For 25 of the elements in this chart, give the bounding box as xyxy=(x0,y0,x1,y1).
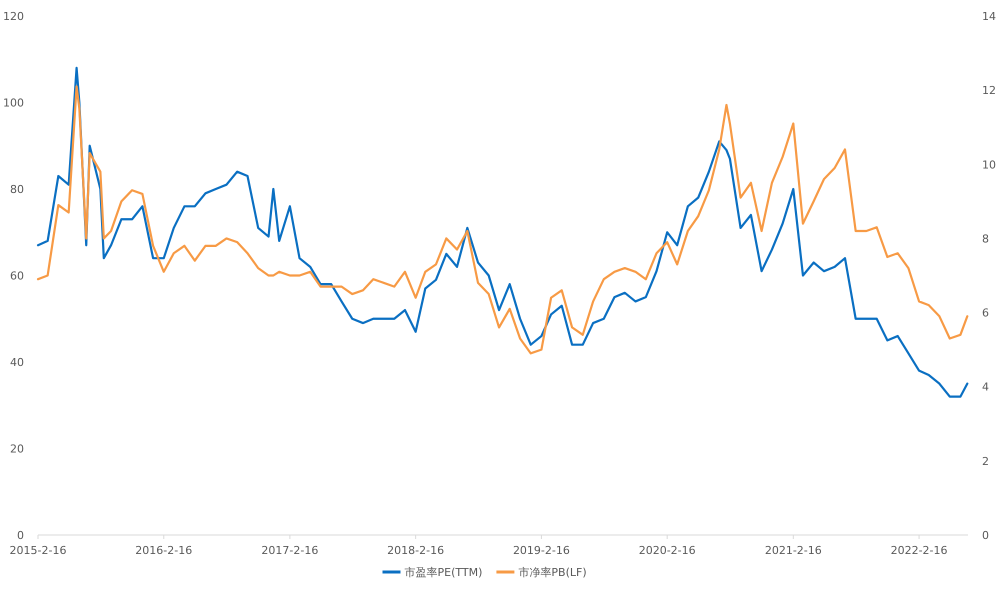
y-tick-label: 80 xyxy=(10,183,24,196)
legend-label: 市盈率PE(TTM) xyxy=(404,566,482,579)
y2-tick-label: 8 xyxy=(982,232,989,246)
y2-tick-label: 2 xyxy=(982,454,989,468)
y-tick-label: 0 xyxy=(17,529,24,542)
y2-tick-label: 14 xyxy=(982,10,996,23)
legend-label: 市净率PB(LF) xyxy=(518,566,587,579)
y-tick-label: 20 xyxy=(10,442,24,456)
y2-tick-label: 0 xyxy=(982,529,989,542)
y-tick-label: 40 xyxy=(10,356,24,369)
y-tick-label: 100 xyxy=(3,96,24,110)
y2-tick-label: 10 xyxy=(982,158,996,172)
x-tick-label: 2015-2-16 xyxy=(10,544,66,557)
x-tick-label: 2019-2-16 xyxy=(512,544,570,557)
y-tick-label: 120 xyxy=(3,10,24,23)
x-tick-label: 2020-2-16 xyxy=(638,544,696,557)
y-tick-label: 60 xyxy=(10,270,24,282)
x-tick-label: 2022-2-16 xyxy=(890,544,948,557)
x-tick-label: 2016-2-16 xyxy=(135,544,192,557)
y2-tick-label: 4 xyxy=(982,380,989,394)
y2-tick-label: 6 xyxy=(982,306,989,320)
x-tick-label: 2018-2-16 xyxy=(387,544,444,557)
x-tick-label: 2021-2-16 xyxy=(764,544,822,557)
x-tick-label: 2017-2-16 xyxy=(261,544,318,557)
y2-tick-label: 12 xyxy=(982,84,996,98)
